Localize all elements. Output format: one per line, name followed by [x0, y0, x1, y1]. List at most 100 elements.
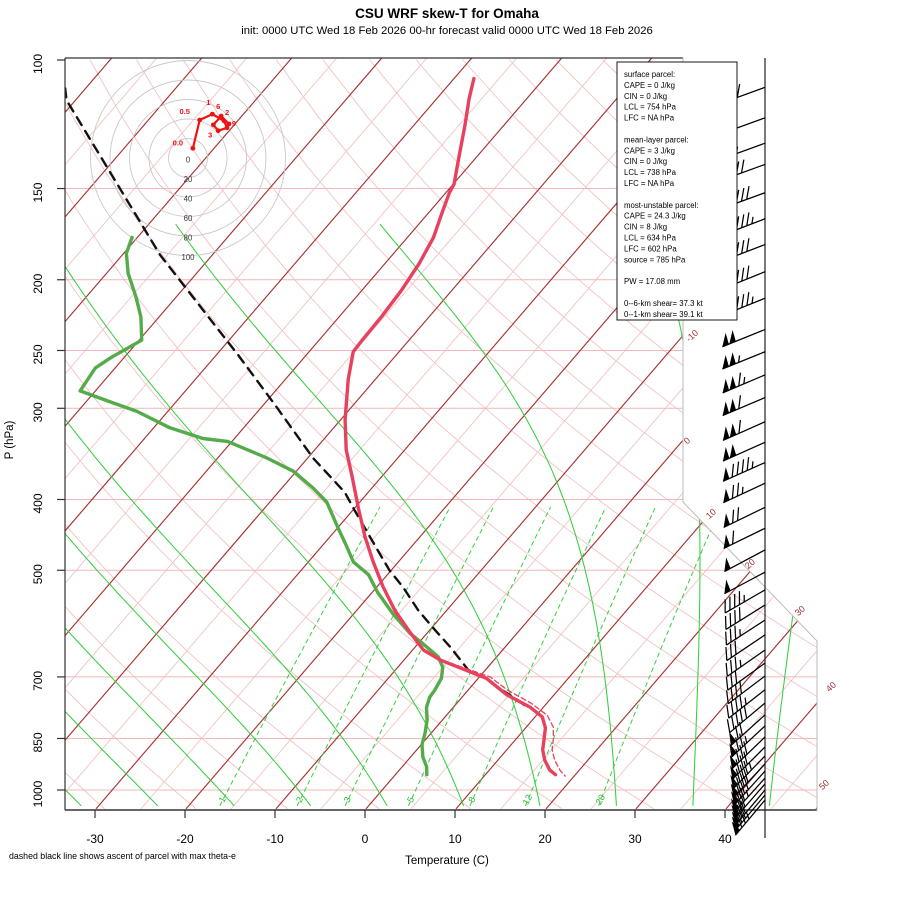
hodograph-point — [224, 125, 230, 131]
wind-barb — [724, 571, 766, 595]
isotherm-edge-labels: -10 0 10 20 30 40 50 — [682, 328, 838, 792]
barb-pennant — [729, 330, 736, 344]
barb-pennant — [724, 557, 731, 572]
dry-adiabat — [322, 59, 817, 809]
wind-barb — [722, 456, 766, 482]
barb-pennant — [724, 579, 731, 594]
mixing-ratio-label: 5 — [405, 795, 416, 804]
hodograph-point — [190, 145, 196, 151]
isotherm-edge-label: 0 — [682, 435, 692, 446]
info-box-line: LFC = 602 hPa — [624, 244, 677, 253]
hodograph-ring-label: 100 — [181, 253, 195, 262]
info-box-line: LCL = 634 hPa — [624, 234, 677, 243]
info-box-line: 0--6-km shear= 37.3 kt — [624, 299, 703, 308]
isotherm-major — [275, 58, 817, 810]
dry-adiabat — [65, 59, 563, 809]
hodograph-height-label: 3 — [208, 131, 212, 140]
mixing-ratio-line — [344, 506, 494, 806]
info-box-line: surface parcel: — [624, 70, 675, 79]
dry-adiabat — [136, 59, 817, 809]
dry-adiabat — [65, 59, 654, 809]
hodograph-ring — [90, 60, 286, 256]
barb-pennant — [729, 423, 737, 438]
plot-frame — [64, 57, 818, 838]
hodograph-point — [218, 113, 224, 119]
moist-adiabat — [175, 223, 541, 807]
moist-adiabat — [65, 223, 82, 807]
barb-pennant — [723, 488, 730, 503]
y-tick-label: 850 — [31, 732, 45, 752]
mixing-ratio-line — [598, 506, 722, 806]
info-box-line: most-unstable parcel: — [624, 201, 699, 210]
barb-pennant — [722, 355, 729, 369]
wind-barb — [725, 634, 766, 662]
hodograph-point — [226, 121, 232, 127]
wind-barb — [723, 482, 766, 504]
isotherm-minor — [65, 58, 167, 809]
isotherm-major — [65, 58, 392, 810]
isotherm-minor — [65, 58, 347, 809]
info-box-line: CAPE = 24.3 J/kg — [624, 212, 686, 221]
hodograph-height-label: 2 — [225, 108, 229, 117]
dry-adiabat — [65, 59, 817, 809]
mixing-ratio-label: 8 — [466, 795, 477, 804]
isotherm-major — [815, 58, 817, 810]
barb-pennant — [729, 731, 737, 746]
barb-pennant — [730, 765, 738, 780]
info-box-line: source = 785 hPa — [624, 255, 686, 264]
y-tick-label: 500 — [31, 564, 45, 584]
hodograph-ring — [148, 118, 228, 198]
hodograph-ring — [129, 99, 247, 217]
hodograph-height-label: 0.5 — [179, 107, 189, 116]
x-axis-title: Temperature (C) — [405, 855, 489, 867]
y-tick-label: 250 — [31, 344, 45, 364]
isotherm-minor — [65, 58, 257, 809]
y-tick-label: 150 — [31, 182, 45, 202]
isotherm-major — [635, 58, 817, 810]
mixing-ratio-line — [219, 506, 381, 806]
moist-adiabat — [379, 223, 617, 807]
moist-adiabat — [0, 225, 4, 806]
isotherm-edge-label: -10 — [684, 328, 700, 344]
hodograph-point — [221, 118, 227, 124]
axes: -30 -20 -10 0 10 20 30 401001502002503004005007… — [31, 54, 732, 846]
info-box-line: CAPE = 3 J/kg — [624, 146, 675, 155]
x-tick-label: 40 — [718, 832, 732, 846]
y-tick-label: 400 — [31, 493, 45, 513]
x-tick-label: -10 — [266, 832, 284, 846]
hodograph-ring — [109, 79, 267, 237]
info-box-line: CAPE = 0 J/kg — [624, 81, 675, 90]
barb-pennant — [722, 378, 730, 393]
wind-barb-column — [721, 84, 766, 836]
hodograph-ring-label: 80 — [184, 234, 193, 243]
isotherm-major — [545, 58, 817, 810]
chart-subtitle: init: 0000 UTC Wed 18 Feb 2026 00-hr for… — [241, 25, 653, 37]
barb-pennant — [731, 816, 740, 831]
barb-pennant — [730, 783, 739, 798]
barb-pennant — [723, 513, 730, 528]
wind-barb — [731, 799, 766, 836]
info-box-line: 0--1-km shear= 39.1 kt — [624, 310, 703, 319]
hodograph-ring-label: 60 — [184, 214, 193, 223]
dry-adiabat — [276, 59, 817, 809]
y-tick-label: 300 — [31, 402, 45, 422]
dry-adiabat — [65, 59, 471, 809]
barb-pennant — [731, 791, 739, 806]
y-tick-label: 1000 — [31, 780, 45, 807]
isotherm-minor — [500, 58, 817, 809]
info-box-line: LCL = 754 hPa — [624, 103, 677, 112]
mixing-ratio-line — [408, 506, 551, 806]
wind-barb — [724, 589, 766, 614]
dry-adiabat — [229, 59, 817, 809]
barb-pennant — [722, 426, 730, 441]
isotherm-major — [65, 58, 212, 810]
x-tick-label: 0 — [362, 832, 369, 846]
x-tick-label: -30 — [86, 832, 104, 846]
isotherm-major — [65, 58, 302, 810]
info-box-frame — [616, 61, 738, 321]
wind-barb — [725, 675, 766, 705]
dry-adiabat — [65, 59, 746, 809]
info-box-line: LFC = NA hPa — [624, 114, 675, 123]
info-box-line: CIN = 0 J/kg — [624, 157, 667, 166]
isotherm-minor — [65, 58, 437, 809]
